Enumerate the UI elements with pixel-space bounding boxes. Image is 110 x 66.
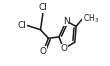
Text: O: O [60, 44, 67, 53]
Text: Cl: Cl [39, 3, 48, 12]
Text: Cl: Cl [17, 21, 26, 30]
Text: O: O [40, 47, 47, 56]
Text: N: N [63, 17, 70, 26]
Text: CH$_3$: CH$_3$ [83, 12, 99, 25]
